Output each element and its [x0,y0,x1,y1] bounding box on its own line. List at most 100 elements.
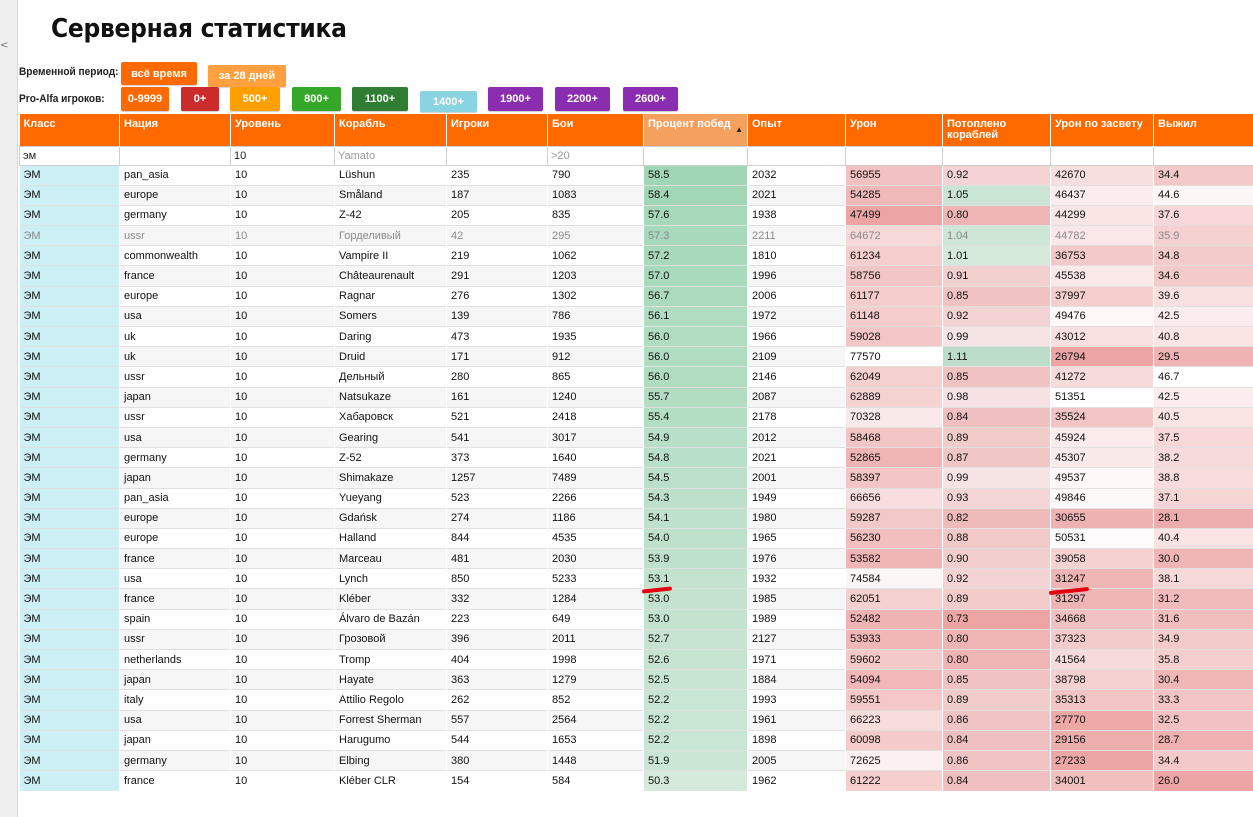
table-cell: 40.8 [1153,325,1253,347]
table-cell: 54094 [845,669,943,690]
table-cell: ussr [119,406,231,428]
column-header-label: Процент побед [648,118,731,130]
column-header-8[interactable]: Урон [845,114,943,146]
column-header-0[interactable]: Класс [19,114,120,146]
column-header-4[interactable]: Игроки [446,114,548,146]
filter-input-8[interactable] [846,147,942,165]
period-option-1[interactable]: за 28 дней [208,65,286,87]
table-row[interactable]: ЭМ germany 10 Elbing 380 1448 51.9 2005 72625 0.8… [19,749,1253,771]
filter-input-5[interactable] [548,147,643,165]
table-cell: 10 [230,729,335,751]
table-cell: germany [119,749,231,771]
table-row[interactable]: ЭМ ussr 10 Хабаровск 521 2418 55.4 2178 70328 0.8… [19,406,1253,428]
table-cell: 2011 [547,628,644,650]
pro-option-5[interactable]: 1400+ [420,91,477,112]
filter-input-4[interactable] [447,147,547,165]
collapse-arrow-icon[interactable]: < [0,40,9,51]
ships-table: Класс Нация Уровень Корабль Игроки Бои Процент… [19,114,1253,791]
table-cell: 649 [547,608,644,630]
column-header-7[interactable]: Опыт [747,114,846,146]
pro-option-1[interactable]: 0+ [181,87,219,111]
table-row[interactable]: ЭМ japan 10 Hayate 363 1279 52.5 1884 54094 0.85 3… [19,669,1253,690]
table-cell: 77570 [845,346,943,367]
column-header-10[interactable]: Урон по засвету [1050,114,1154,146]
table-cell: italy [119,689,231,711]
pro-option-4[interactable]: 1100+ [352,87,408,111]
table-cell: 1.11 [942,346,1051,367]
table-row[interactable]: ЭМ usa 10 Lynch 850 5233 53.1 1932 74584 0.92 3124… [19,568,1253,589]
table-row[interactable]: ЭМ france 10 Marceau 481 2030 53.9 1976 53582 0.9… [19,548,1253,569]
table-row[interactable]: ЭМ netherlands 10 Tromp 404 1998 52.6 1971 59602… [19,648,1253,670]
pro-option-8[interactable]: 2600+ [623,87,678,111]
table-row[interactable]: ЭМ france 10 Kléber 332 1284 53.0 1985 62051 0.89… [19,588,1253,610]
column-header-6[interactable]: Процент побед ▲ [643,114,748,146]
pro-option-2[interactable]: 500+ [230,87,280,111]
table-row[interactable]: ЭМ usa 10 Gearing 541 3017 54.9 2012 58468 0.89 45… [19,426,1253,448]
table-row[interactable]: ЭМ usa 10 Forrest Sherman 557 2564 52.2 1961 662… [19,709,1253,731]
filter-input-9[interactable] [943,147,1050,165]
pro-option-3[interactable]: 800+ [292,87,341,111]
filter-input-0[interactable] [20,147,119,165]
pro-option-7[interactable]: 2200+ [555,87,610,111]
sort-asc-icon[interactable]: ▲ [735,125,743,134]
column-header-11[interactable]: Выжил [1153,114,1253,146]
table-cell: Z-42 [334,204,447,226]
table-row[interactable]: ЭМ ussr 10 Дельный 280 865 56.0 2146 62049 0.85 41… [19,366,1253,388]
table-cell: Горделивый [334,225,447,246]
filter-input-10[interactable] [1051,147,1153,165]
period-option-0[interactable]: всё время [121,62,197,85]
table-header: Класс Нация Уровень Корабль Игроки Бои Процент… [19,114,1253,146]
table-cell: 2266 [547,487,644,509]
table-cell: 30.0 [1153,548,1253,569]
filter-input-2[interactable] [231,147,334,165]
table-cell: ЭМ [19,507,120,529]
table-row[interactable]: ЭМ commonwealth 10 Vampire II 219 1062 57.2 181… [19,245,1253,266]
table-cell: ЭМ [19,164,120,186]
table-row[interactable]: ЭМ usa 10 Somers 139 786 56.1 1972 61148 0.92 4947… [19,305,1253,327]
table-row[interactable]: ЭМ japan 10 Harugumo 544 1653 52.2 1898 60098 0.8… [19,729,1253,751]
table-cell: Daring [334,325,447,347]
table-row[interactable]: ЭМ europe 10 Ragnar 276 1302 56.7 2006 61177 0.85… [19,285,1253,307]
table-row[interactable]: ЭМ spain 10 Álvaro de Bazán 223 649 53.0 1989 52… [19,608,1253,630]
table-cell: 66223 [845,709,943,731]
table-row[interactable]: ЭМ pan_asia 10 Yueyang 523 2266 54.3 1949 66656 0… [19,487,1253,509]
column-header-9[interactable]: Потоплено кораблей [942,114,1051,146]
table-row[interactable]: ЭМ europe 10 Halland 844 4535 54.0 1965 56230 0.8… [19,527,1253,549]
column-header-3[interactable]: Корабль [334,114,447,146]
filter-input-6[interactable] [644,147,747,165]
table-row[interactable]: ЭМ pan_asia 10 Lüshun 235 790 58.5 2032 56955 0.9… [19,164,1253,186]
table-cell: ЭМ [19,568,120,589]
table-row[interactable]: ЭМ france 10 Châteaurenault 291 1203 57.0 1996 5… [19,265,1253,287]
filter-input-1[interactable] [120,147,230,165]
table-row[interactable]: ЭМ ussr 10 Горделивый 42 295 57.3 2211 64672 1.04… [19,225,1253,246]
table-row[interactable]: ЭМ italy 10 Attilio Regolo 262 852 52.2 1993 595… [19,689,1253,711]
table-row[interactable]: ЭМ europe 10 Småland 187 1083 58.4 2021 54285 1.0… [19,184,1253,206]
table-row[interactable]: ЭМ uk 10 Daring 473 1935 56.0 1966 59028 0.99 4301… [19,325,1253,347]
table-cell: 139 [446,305,548,327]
table-row[interactable]: ЭМ germany 10 Z-52 373 1640 54.8 2021 52865 0.87 4… [19,447,1253,468]
column-header-1[interactable]: Нация [119,114,231,146]
table-row[interactable]: ЭМ japan 10 Natsukaze 161 1240 55.7 2087 62889 0.… [19,386,1253,408]
table-row[interactable]: ЭМ france 10 Kléber CLR 154 584 50.3 1962 61222 0… [19,770,1253,791]
table-cell: 0.98 [942,386,1051,408]
table-cell: usa [119,426,231,448]
filter-input-11[interactable] [1154,147,1253,165]
table-row[interactable]: ЭМ germany 10 Z-42 205 835 57.6 1938 47499 0.80 44… [19,204,1253,226]
table-cell: 54.8 [643,447,748,468]
table-cell: 39058 [1050,548,1154,569]
column-header-5[interactable]: Бои [547,114,644,146]
table-row[interactable]: ЭМ europe 10 Gdańsk 274 1186 54.1 1980 59287 0.82… [19,507,1253,529]
table-cell: 0.92 [942,164,1051,186]
filter-input-7[interactable] [748,147,845,165]
filter-input-3[interactable] [335,147,446,165]
table-cell: Lynch [334,568,447,589]
pro-option-0[interactable]: 0-9999 [121,87,169,111]
column-header-2[interactable]: Уровень [230,114,335,146]
table-cell: 53.9 [643,548,748,569]
pro-option-6[interactable]: 1900+ [488,87,543,111]
table-row[interactable]: ЭМ japan 10 Shimakaze 1257 7489 54.5 2001 58397 0… [19,467,1253,488]
table-row[interactable]: ЭМ ussr 10 Грозовой 396 2011 52.7 2127 53933 0.80… [19,628,1253,650]
filter-cell [19,145,120,166]
table-cell: 33.3 [1153,689,1253,711]
table-row[interactable]: ЭМ uk 10 Druid 171 912 56.0 2109 77570 1.11 26794 2… [19,346,1253,367]
